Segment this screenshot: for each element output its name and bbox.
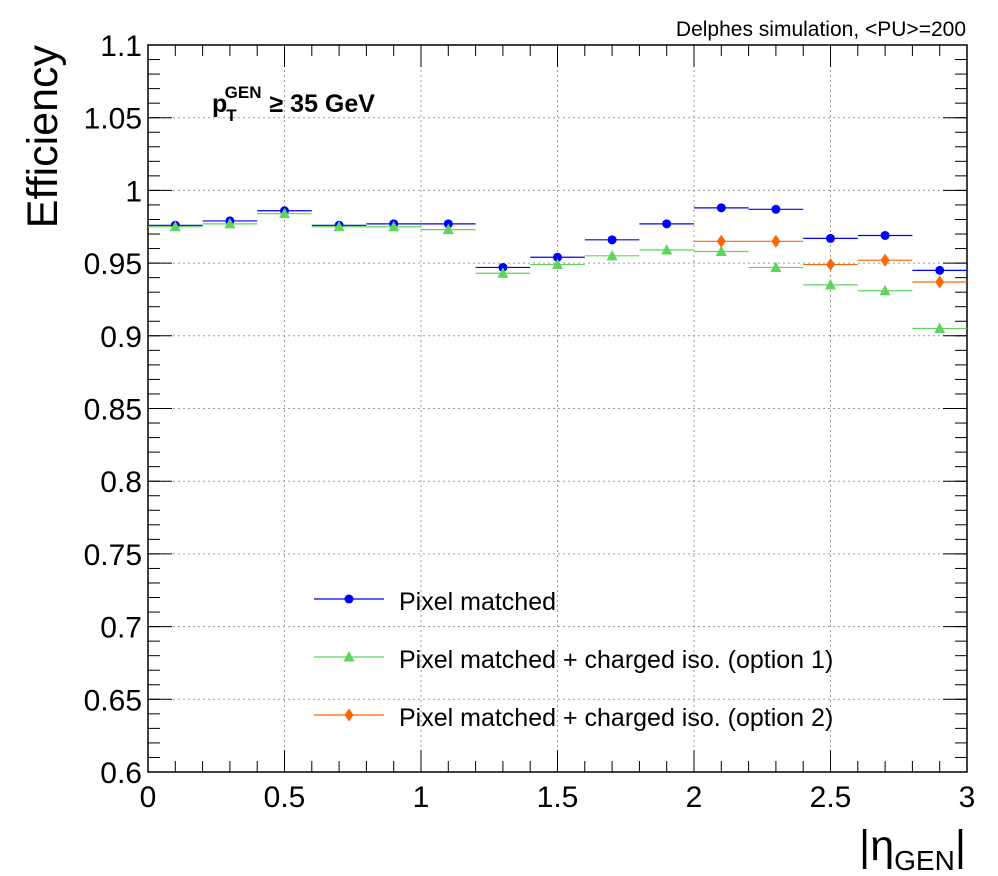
x-axis-title-main: |η	[859, 822, 894, 870]
data-point	[770, 261, 782, 272]
data-point	[825, 278, 836, 290]
legend: Pixel matched Pixel matched + charged iso…	[314, 588, 833, 732]
y-tick-label: 1.1	[100, 30, 142, 63]
data-point	[934, 322, 946, 334]
y-tick-labels: 0.6 0.65 0.7 0.75 0.8 0.85 0.9 0.95 1 1.05 1.1	[84, 30, 142, 790]
data-point	[388, 220, 400, 232]
data-series	[148, 203, 967, 334]
data-point	[607, 235, 617, 245]
x-tick-label: 3	[959, 781, 976, 814]
x-tick-labels: 0 0.5 1 1.5 2 2.5 3	[140, 781, 976, 814]
legend-entry-2: Pixel matched + charged iso. (option 1)	[314, 646, 833, 674]
data-point	[224, 217, 236, 229]
legend-label: Pixel matched + charged iso. (option 1)	[399, 646, 833, 674]
data-point	[333, 220, 345, 232]
series-2	[148, 207, 967, 334]
series-3	[694, 234, 967, 289]
data-point	[279, 207, 290, 219]
x-axis-title: |ηGEN|	[859, 822, 966, 876]
data-point	[880, 230, 890, 240]
legend-marker	[344, 594, 354, 604]
data-point	[879, 284, 891, 296]
cut-label: pT GEN ≥ 35 GeV	[212, 83, 375, 125]
x-tick-label: 1	[413, 781, 430, 814]
data-point	[552, 258, 563, 270]
cut-label-rest: ≥ 35 GeV	[270, 90, 376, 118]
data-point	[826, 233, 835, 243]
legend-marker	[344, 708, 354, 722]
y-tick-label: 0.9	[100, 321, 142, 354]
data-point	[771, 234, 781, 248]
y-axis-title: Efficiency	[19, 45, 67, 229]
x-tick-label: 2	[686, 781, 703, 814]
data-point	[442, 223, 454, 235]
data-point	[771, 204, 781, 214]
x-tick-label: 1.5	[537, 781, 579, 814]
y-tick-label: 0.7	[100, 612, 142, 645]
y-tick-label: 0.75	[84, 539, 142, 572]
cut-label-p: p	[212, 90, 227, 118]
data-point	[935, 265, 945, 275]
legend-label: Pixel matched + charged iso. (option 2)	[399, 704, 833, 732]
y-tick-label: 0.95	[84, 248, 142, 281]
data-point	[715, 245, 727, 256]
x-tick-label: 0.5	[264, 781, 306, 814]
legend-entry-3: Pixel matched + charged iso. (option 2)	[314, 704, 833, 732]
cut-label-sup: GEN	[225, 83, 262, 102]
data-point	[935, 275, 945, 289]
x-axis-title-sub: GEN	[894, 845, 955, 876]
y-tick-label: 1.05	[84, 103, 142, 136]
y-tick-label: 0.65	[84, 684, 142, 717]
data-point	[606, 249, 618, 261]
data-point	[826, 258, 835, 272]
legend-marker	[343, 651, 355, 662]
data-point	[716, 234, 726, 248]
data-point	[880, 253, 890, 267]
data-point	[497, 267, 509, 278]
x-axis-title-end: |	[955, 822, 966, 870]
x-tick-label: 2.5	[810, 781, 852, 814]
y-tick-label: 0.85	[84, 394, 142, 427]
x-tick-label: 0	[140, 781, 157, 814]
data-point	[553, 252, 562, 262]
data-point	[662, 219, 672, 229]
plot-frame	[147, 44, 968, 773]
series-1	[148, 203, 967, 275]
y-tick-label: 0.6	[100, 757, 142, 790]
y-tick-label: 0.8	[100, 466, 142, 499]
data-point	[716, 203, 726, 213]
data-point	[661, 244, 673, 255]
cut-label-sub: T	[226, 106, 237, 125]
legend-label: Pixel matched	[399, 588, 556, 616]
y-tick-label: 1	[125, 175, 142, 208]
data-point	[169, 220, 181, 232]
legend-entry-1: Pixel matched	[314, 588, 556, 616]
grid	[148, 45, 967, 772]
chart-header: Delphes simulation, <PU>=200	[676, 18, 966, 41]
